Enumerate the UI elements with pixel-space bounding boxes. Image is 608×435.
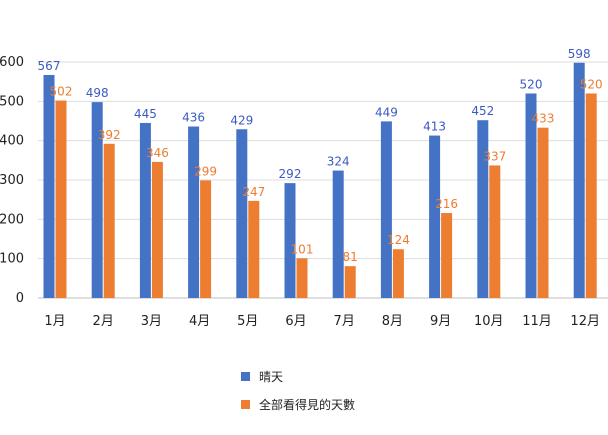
bar-sunny	[236, 129, 248, 298]
y-tick-label: 100	[0, 252, 24, 267]
data-label-sunny: 567	[38, 59, 61, 73]
y-tick-label: 300	[0, 173, 24, 188]
bar-sunny	[91, 102, 103, 299]
x-tick-label: 2月	[93, 314, 114, 329]
x-tick-label: 5月	[237, 314, 258, 329]
legend: 晴天 全部看得見的天數	[241, 365, 355, 421]
y-axis-ticks: 0 100 200 300 400 500 600	[0, 55, 24, 306]
bar-visible-days	[392, 249, 404, 298]
data-label-sunny: 429	[230, 113, 253, 127]
legend-swatch-visible-days	[241, 399, 250, 409]
bar-visible-days	[344, 266, 356, 298]
data-label-sunny: 452	[471, 104, 494, 118]
bar-sunny	[477, 120, 489, 298]
y-tick-label: 0	[16, 291, 24, 306]
x-tick-label: 4月	[189, 314, 210, 329]
bar-visible-days	[248, 200, 260, 298]
data-label-visible-days: 337	[483, 149, 506, 163]
bar-visible-days	[585, 93, 597, 298]
x-tick-label: 9月	[430, 314, 451, 329]
bar-visible-days	[200, 180, 212, 298]
bar-sunny	[380, 121, 392, 298]
data-label-visible-days: 299	[194, 164, 217, 178]
data-labels: 567 498 445 436 429 292 324 449 413 452 520 598 502 3…	[38, 47, 603, 264]
bar-sunny	[188, 126, 200, 298]
bar-visible-days	[489, 165, 501, 298]
bars	[43, 62, 597, 299]
data-label-visible-days: 520	[580, 77, 603, 91]
bar-sunny	[284, 183, 296, 298]
bar-sunny	[332, 170, 344, 298]
grid-lines	[38, 61, 608, 299]
bar-visible-days	[441, 213, 453, 298]
x-tick-label: 3月	[141, 314, 162, 329]
y-tick-label: 400	[0, 134, 24, 149]
x-tick-label: 11月	[522, 314, 552, 329]
x-tick-label: 8月	[382, 314, 403, 329]
bar-visible-days	[151, 161, 163, 298]
legend-label-sunny: 晴天	[259, 369, 284, 384]
bar-sunny	[525, 93, 537, 298]
y-tick-label: 600	[0, 55, 24, 70]
data-label-sunny: 498	[86, 86, 109, 100]
data-label-visible-days: 124	[387, 233, 410, 247]
data-label-sunny: 413	[423, 120, 446, 134]
x-tick-label: 6月	[285, 314, 306, 329]
data-label-sunny: 324	[327, 155, 350, 169]
y-tick-label: 500	[0, 94, 24, 109]
bar-visible-days	[55, 100, 67, 299]
data-label-visible-days: 101	[291, 242, 314, 256]
x-tick-label: 1月	[44, 314, 65, 329]
x-tick-label: 10月	[474, 314, 504, 329]
x-tick-label: 12月	[570, 314, 600, 329]
data-label-visible-days: 81	[343, 250, 358, 264]
y-tick-label: 200	[0, 212, 24, 227]
data-label-sunny: 598	[568, 47, 591, 61]
bar-sunny	[573, 62, 585, 298]
bar-visible-days	[103, 143, 115, 298]
data-label-sunny: 520	[520, 77, 543, 91]
data-label-visible-days: 392	[98, 128, 121, 142]
x-tick-label: 7月	[334, 314, 355, 329]
bar-visible-days	[296, 258, 308, 298]
bar-visible-days	[537, 127, 549, 298]
data-label-visible-days: 433	[532, 112, 555, 126]
data-label-visible-days: 216	[435, 197, 458, 211]
legend-label-visible-days: 全部看得見的天數	[259, 397, 356, 412]
data-label-sunny: 445	[134, 107, 157, 121]
data-label-sunny: 449	[375, 105, 398, 119]
data-label-visible-days: 502	[50, 85, 73, 99]
legend-swatch-sunny	[241, 371, 250, 381]
legend-item-visible-days[interactable]: 全部看得見的天數	[241, 393, 355, 415]
bar-sunny	[139, 122, 151, 298]
data-label-sunny: 292	[279, 167, 302, 181]
data-label-visible-days: 247	[242, 185, 265, 199]
legend-item-sunny[interactable]: 晴天	[241, 365, 355, 387]
bar-sunny	[43, 74, 55, 298]
data-label-visible-days: 346	[146, 146, 169, 160]
x-axis-ticks: 1月 2月 3月 4月 5月 6月 7月 8月 9月 10月 11月 12月	[44, 314, 600, 329]
bar-sunny	[429, 135, 441, 298]
data-label-sunny: 436	[182, 111, 205, 125]
